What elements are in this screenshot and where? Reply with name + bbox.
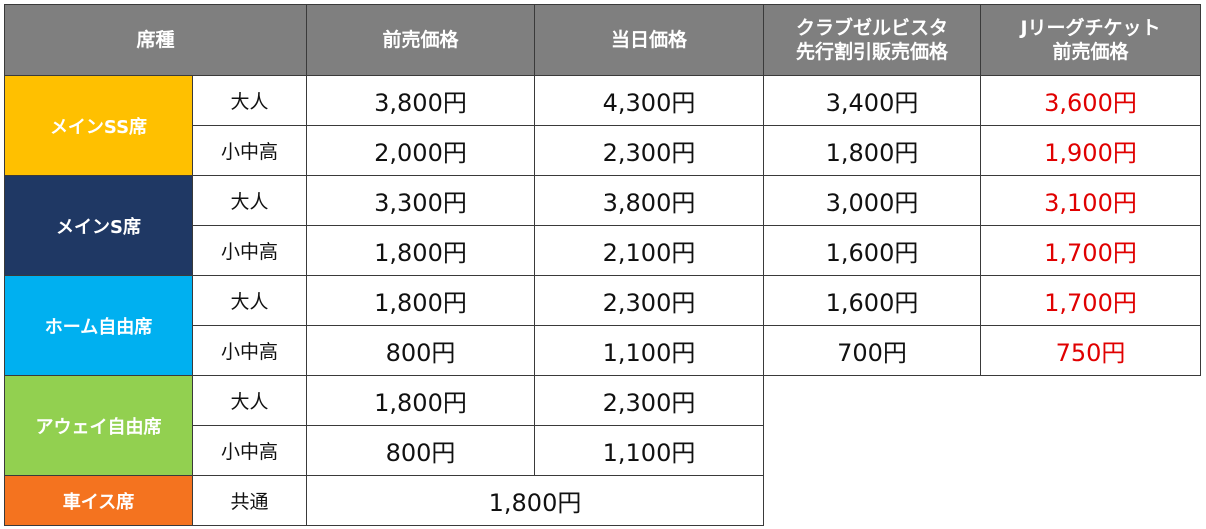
advance-price: 1,800円 <box>306 225 535 276</box>
table-row: メインS席 大人 3,300円 3,800円 3,000円 3,100円 <box>4 175 1201 276</box>
wheelchair-price: 1,800円 <box>306 475 764 526</box>
category-wheelchair: 車イス席 <box>4 475 193 526</box>
same-day-price: 1,100円 <box>534 325 764 376</box>
header-seat-type: 席種 <box>4 4 307 76</box>
table-row: メインSS席 大人 3,800円 4,300円 3,400円 3,600円 <box>4 75 1201 176</box>
advance-price: 1,800円 <box>306 375 535 426</box>
header-jleague: Jリーグチケット 前売価格 <box>980 4 1201 76</box>
header-club-line2: 先行割引販売価格 <box>795 41 948 63</box>
table-row: ホーム自由席 大人 1,800円 2,300円 1,600円 1,700円 <box>4 275 1201 376</box>
category-away-free: アウェイ自由席 <box>4 375 193 476</box>
empty-area <box>763 375 1201 526</box>
tier-label: 大人 <box>192 275 307 326</box>
header-row: 席種 前売価格 当日価格 クラブゼルビスタ 先行割引販売価格 Jリーグチケット 前売… <box>4 4 1201 76</box>
tier-label: 大人 <box>192 175 307 226</box>
club-price: 1,600円 <box>763 225 981 276</box>
category-main-s: メインS席 <box>4 175 193 276</box>
category-main-ss: メインSS席 <box>4 75 193 176</box>
table-row: 小中高 800円 1,100円 <box>5 425 1201 476</box>
table-row: 車イス席 共通 1,800円 <box>4 475 1201 526</box>
same-day-price: 2,300円 <box>534 375 764 426</box>
ticket-price-table: 席種 前売価格 当日価格 クラブゼルビスタ 先行割引販売価格 Jリーグチケット 前売… <box>4 4 1201 526</box>
header-same-day: 当日価格 <box>534 4 764 76</box>
jleague-price: 1,900円 <box>980 125 1201 176</box>
same-day-price: 1,100円 <box>534 425 764 476</box>
tier-label: 共通 <box>192 475 307 526</box>
table-row: 小中高 1,800円 2,100円 1,600円 1,700円 <box>5 225 1201 276</box>
advance-price: 3,800円 <box>306 75 535 126</box>
jleague-price: 750円 <box>980 325 1201 376</box>
club-price: 1,600円 <box>763 275 981 326</box>
tier-label: 小中高 <box>192 125 307 176</box>
table-row: 小中高 800円 1,100円 700円 750円 <box>5 325 1201 376</box>
header-club: クラブゼルビスタ 先行割引販売価格 <box>763 4 981 76</box>
header-club-line1: クラブゼルビスタ <box>795 17 948 39</box>
jleague-price: 3,600円 <box>980 75 1201 126</box>
tier-label: 大人 <box>192 375 307 426</box>
club-price: 1,800円 <box>763 125 981 176</box>
same-day-price: 4,300円 <box>534 75 764 126</box>
advance-price: 1,800円 <box>306 275 535 326</box>
same-day-price: 2,300円 <box>534 275 764 326</box>
table-row: 小中高 2,000円 2,300円 1,800円 1,900円 <box>5 125 1201 176</box>
advance-price: 2,000円 <box>306 125 535 176</box>
club-price: 700円 <box>763 325 981 376</box>
category-home-free: ホーム自由席 <box>4 275 193 376</box>
tier-label: 小中高 <box>192 225 307 276</box>
header-advance: 前売価格 <box>306 4 535 76</box>
same-day-price: 2,100円 <box>534 225 764 276</box>
table-row: アウェイ自由席 大人 1,800円 2,300円 <box>4 375 1201 526</box>
jleague-price: 1,700円 <box>980 275 1201 326</box>
tier-label: 小中高 <box>192 425 307 476</box>
header-jleague-line2: 前売価格 <box>1052 41 1129 63</box>
advance-price: 800円 <box>306 425 535 476</box>
header-jleague-line1: Jリーグチケット <box>1020 17 1161 39</box>
club-price: 3,400円 <box>763 75 981 126</box>
tier-label: 大人 <box>192 75 307 126</box>
advance-price: 800円 <box>306 325 535 376</box>
jleague-price: 1,700円 <box>980 225 1201 276</box>
same-day-price: 2,300円 <box>534 125 764 176</box>
advance-price: 3,300円 <box>306 175 535 226</box>
tier-label: 小中高 <box>192 325 307 376</box>
club-price: 3,000円 <box>763 175 981 226</box>
same-day-price: 3,800円 <box>534 175 764 226</box>
jleague-price: 3,100円 <box>980 175 1201 226</box>
